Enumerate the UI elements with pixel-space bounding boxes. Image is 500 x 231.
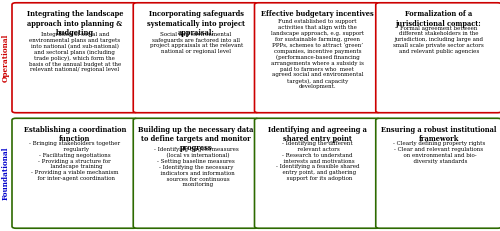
FancyBboxPatch shape (376, 3, 500, 113)
Text: Incorporating safeguards
systematically into project
appraisal:: Incorporating safeguards systematically … (147, 10, 245, 37)
FancyBboxPatch shape (12, 3, 138, 113)
FancyBboxPatch shape (12, 118, 138, 228)
Text: Social and environmental
safeguards are factored into all
project appraisals at : Social and environmental safeguards are … (150, 32, 243, 54)
Text: Foundational: Foundational (2, 146, 10, 200)
Text: Formalization of a
jurisdictional compact:: Formalization of a jurisdictional compac… (396, 10, 482, 27)
Text: - Identifying the different
  relevant actors
- Research to understand
  interes: - Identifying the different relevant act… (276, 141, 359, 181)
Text: - Identifying targets/measures
  (local vs international)
- Setting baseline mea: - Identifying targets/measures (local vs… (154, 147, 238, 187)
Text: Integration of social and
environmental plans and targets
into national (and sub: Integration of social and environmental … (29, 32, 121, 73)
FancyBboxPatch shape (376, 118, 500, 228)
FancyBboxPatch shape (254, 3, 380, 113)
Text: - Clearly defining property rights
- Clear and relevant regulations
  on environ: - Clearly defining property rights - Cle… (392, 141, 485, 164)
Text: Identifying and agreeing a
shared entry point: Identifying and agreeing a shared entry … (268, 126, 367, 143)
Text: Formal agreement between
different stakeholders in the
jurisdiction, including l: Formal agreement between different stake… (394, 26, 484, 54)
Text: Fund established to support
activities that align with the
landscape approach, e: Fund established to support activities t… (271, 19, 364, 89)
Text: Ensuring a robust institutional
framework: Ensuring a robust institutional framewor… (381, 126, 496, 143)
FancyBboxPatch shape (133, 118, 259, 228)
Text: Effective budgetary incentives: Effective budgetary incentives (261, 10, 374, 18)
Text: Establishing a coordination
function: Establishing a coordination function (24, 126, 126, 143)
Text: Building up the necessary data
to define targets and monitor
progress: Building up the necessary data to define… (138, 126, 254, 152)
FancyBboxPatch shape (254, 118, 380, 228)
Text: Operational: Operational (2, 33, 10, 82)
Text: - Bringing stakeholders together
  regularly
- Facilitating negotiations
- Provi: - Bringing stakeholders together regular… (30, 141, 120, 181)
Text: Integrating the landscape
approach into planning &
budgeting: Integrating the landscape approach into … (26, 10, 123, 37)
FancyBboxPatch shape (133, 3, 259, 113)
